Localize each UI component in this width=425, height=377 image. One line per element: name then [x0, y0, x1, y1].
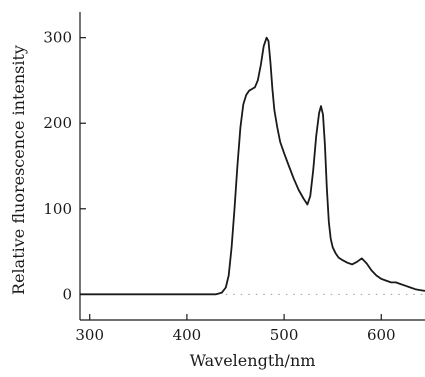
y-tick-label: 100 [43, 200, 72, 218]
x-tick-label: 600 [367, 326, 396, 344]
tick-group: 300 400 500 600 0 100 200 300 [43, 29, 395, 344]
x-axis-label: Wavelength/nm [190, 351, 316, 370]
series-group [80, 36, 425, 296]
y-axis-label: Relative fluorescence intensity [9, 45, 28, 295]
spectrum-line [80, 36, 425, 296]
y-tick-label: 200 [43, 114, 72, 132]
y-tick-label: 0 [62, 285, 72, 303]
x-tick-label: 500 [270, 326, 299, 344]
axes [79, 12, 425, 321]
x-tick-label: 300 [75, 326, 104, 344]
x-tick-label: 400 [173, 326, 202, 344]
y-tick-label: 300 [43, 29, 72, 47]
